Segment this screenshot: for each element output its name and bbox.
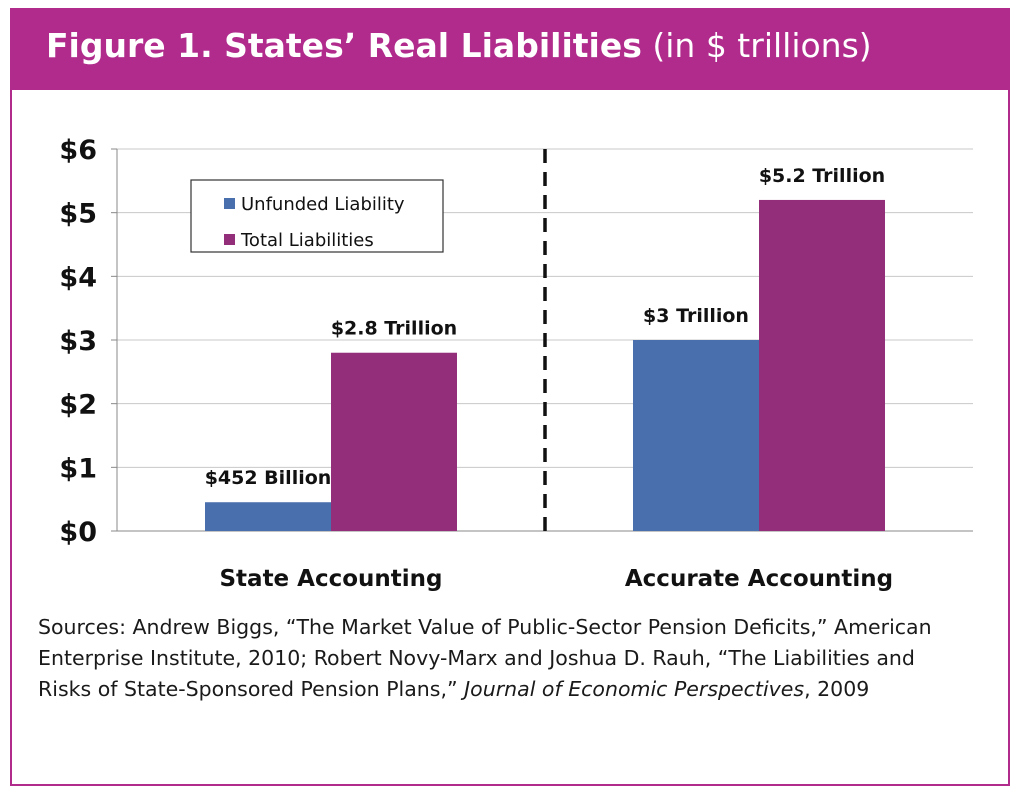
bar-chart: $0 $1 $2 $3 $4 $5 $6 $452 Billion $2.8 Trillion S…	[59, 135, 973, 592]
figure-title-unit: (in $ trillions)	[652, 26, 872, 65]
data-label: $3 Trillion	[643, 305, 749, 327]
sources-year: , 2009	[804, 677, 870, 701]
figure-title-label: Figure 1. States’ Real Liabilities	[46, 26, 642, 65]
legend-label: Total Liabilities	[240, 230, 374, 251]
legend-swatch	[224, 234, 235, 245]
x-category-label: State Accounting	[219, 566, 442, 592]
y-tick-label: $1	[59, 453, 97, 484]
legend-label: Unfunded Liability	[241, 194, 405, 215]
y-tick-label: $5	[59, 199, 97, 230]
x-category-label: Accurate Accounting	[625, 566, 893, 592]
bar-unfunded-liability	[205, 502, 331, 531]
figure-title: Figure 1. States’ Real Liabilities (in $…	[46, 24, 872, 68]
bar-total-liabilities	[759, 199, 885, 531]
bar-total-liabilities	[331, 352, 457, 531]
y-tick-label: $6	[59, 135, 97, 166]
sources-text: Sources: Andrew Biggs, “The Market Value…	[38, 615, 932, 701]
y-tick-label: $4	[59, 262, 97, 293]
y-tick-label: $3	[59, 326, 97, 357]
data-label: $5.2 Trillion	[759, 165, 885, 187]
data-label: $452 Billion	[205, 467, 332, 489]
y-tick-label: $2	[59, 390, 97, 421]
figure-header: Figure 1. States’ Real Liabilities (in $…	[10, 8, 1010, 90]
bar-unfunded-liability	[633, 340, 759, 531]
data-label: $2.8 Trillion	[331, 318, 457, 340]
sources-journal: Journal of Economic Perspectives	[464, 677, 805, 701]
y-tick-label: $0	[59, 517, 97, 548]
sources-note: Sources: Andrew Biggs, “The Market Value…	[38, 612, 958, 705]
legend-swatch	[224, 198, 235, 209]
